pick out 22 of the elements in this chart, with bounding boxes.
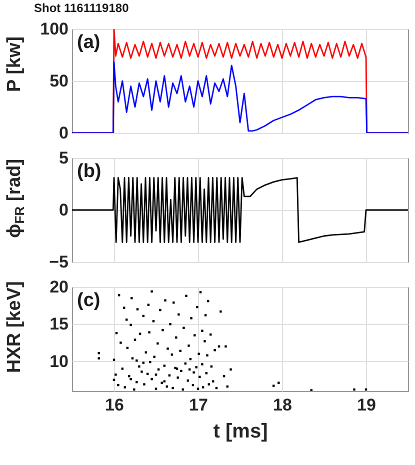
chart-title: Shot 1161119180	[34, 1, 130, 15]
y-tick-label: 100	[40, 20, 68, 38]
y-tick-label: 20	[50, 278, 68, 296]
y-tick-label: 10	[50, 352, 68, 371]
y-tick-label: 15	[50, 314, 68, 334]
x-tick-label: 18	[273, 396, 292, 414]
y-tick-label: −5	[49, 252, 68, 272]
y-tick-label: 0	[59, 124, 68, 142]
x-axis-title: t [ms]	[213, 420, 268, 442]
y-tick-label: 50	[50, 72, 68, 90]
line-series	[72, 29, 408, 133]
y-tick-label: 0	[59, 200, 68, 220]
y-tick-label: 5	[59, 148, 68, 168]
x-tick-label: 19	[357, 396, 376, 414]
x-tick-label: 16	[105, 396, 124, 414]
annotation: (c)	[77, 290, 100, 311]
annotation: (b)	[77, 161, 102, 182]
y-axis-title: HXR [keV]	[3, 280, 26, 375]
line-series	[72, 62, 408, 133]
annotation: (a)	[77, 32, 100, 53]
y-axis-title: P [kw]	[3, 35, 26, 94]
x-tick-label: 17	[189, 396, 208, 414]
